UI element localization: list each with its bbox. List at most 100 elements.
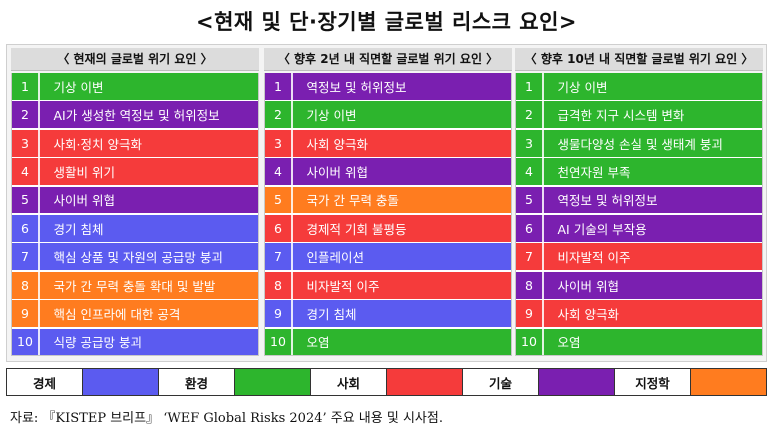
table-row: 8 국가 간 무력 충돌 확대 및 발발 bbox=[12, 271, 258, 299]
table-row: 2 AI가 생성한 역정보 및 허위정보 bbox=[12, 101, 258, 129]
table-row: 6 AI 기술의 부작용 bbox=[516, 214, 762, 242]
table-row: 9 핵심 인프라에 대한 공격 bbox=[12, 300, 258, 327]
table-row: 10 식량 공급망 붕괴 bbox=[12, 328, 258, 356]
legend-swatch bbox=[235, 369, 310, 395]
rank-number: 2 bbox=[525, 107, 533, 123]
table-row: 7 핵심 상품 및 자원의 공급망 붕괴 bbox=[12, 243, 258, 271]
rank-divider bbox=[542, 73, 544, 100]
rank-divider bbox=[291, 243, 293, 271]
column-header: 〈 향후 2년 내 직면할 글로벌 위기 요인 〉 bbox=[264, 48, 512, 71]
risk-label: 생활비 위기 bbox=[53, 165, 115, 181]
table-row: 1 역정보 및 허위정보 bbox=[265, 73, 511, 100]
table-row: 6 경제적 기회 불평등 bbox=[265, 214, 511, 242]
risk-label: 인플레이션 bbox=[306, 250, 365, 266]
column-header: 〈 현재의 글로벌 위기 요인 〉 bbox=[11, 48, 259, 71]
rank-divider bbox=[291, 186, 293, 214]
column-2-year: 〈 향후 2년 내 직면할 글로벌 위기 요인 〉 1 역정보 및 허위정보 2 기상… bbox=[264, 48, 512, 357]
table-row: 1 기상 이변 bbox=[516, 73, 762, 100]
table-row: 9 사회 양극화 bbox=[516, 300, 762, 327]
table-row: 5 역정보 및 허위정보 bbox=[516, 186, 762, 214]
table-row: 9 경기 침체 bbox=[265, 300, 511, 327]
risk-label: 핵심 인프라에 대한 공격 bbox=[53, 307, 181, 323]
rank-number: 4 bbox=[274, 164, 282, 180]
rank-number: 3 bbox=[274, 135, 282, 151]
risk-label: 오염 bbox=[557, 335, 581, 351]
rank-divider bbox=[38, 271, 40, 299]
legend-item-society: 사회 bbox=[311, 369, 463, 395]
rank-divider bbox=[542, 129, 544, 157]
column-header: 〈 향후 10년 내 직면할 글로벌 위기 요인 〉 bbox=[515, 48, 763, 71]
table-row: 3 사회 양극화 bbox=[265, 129, 511, 157]
rank-number: 4 bbox=[525, 164, 533, 180]
legend-label: 경제 bbox=[7, 369, 83, 395]
rank-divider bbox=[291, 300, 293, 327]
risk-label: 비자발적 이주 bbox=[557, 250, 631, 266]
risk-label: 사회·정치 양극화 bbox=[53, 136, 142, 152]
table-row: 2 급격한 지구 시스템 변화 bbox=[516, 101, 762, 129]
risk-label: 기상 이변 bbox=[53, 79, 104, 95]
table-row: 5 국가 간 무력 충돌 bbox=[265, 186, 511, 214]
risk-label: 역정보 및 허위정보 bbox=[306, 79, 407, 95]
table-row: 4 사이버 위협 bbox=[265, 158, 511, 185]
legend-label: 지정학 bbox=[615, 369, 691, 395]
rank-number: 6 bbox=[21, 220, 29, 236]
legend-item-geopolitics: 지정학 bbox=[615, 369, 766, 395]
rank-number: 3 bbox=[21, 135, 29, 151]
rank-number: 7 bbox=[525, 249, 533, 265]
risk-label: 사회 양극화 bbox=[306, 136, 368, 152]
rank-divider bbox=[542, 243, 544, 271]
rank-divider bbox=[542, 158, 544, 185]
risk-label: 사회 양극화 bbox=[557, 307, 619, 323]
risk-label: 경제적 기회 불평등 bbox=[306, 221, 407, 237]
rank-divider bbox=[38, 214, 40, 242]
rank-number: 9 bbox=[21, 306, 29, 322]
rank-number: 6 bbox=[525, 220, 533, 236]
risk-label: 국가 간 무력 충돌 확대 및 발발 bbox=[53, 278, 216, 294]
table-row: 10 오염 bbox=[516, 328, 762, 356]
legend-item-environment: 환경 bbox=[159, 369, 311, 395]
risk-label: 사이버 위협 bbox=[53, 193, 115, 209]
rank-divider bbox=[38, 158, 40, 185]
table-row: 5 사이버 위협 bbox=[12, 186, 258, 214]
table-row: 4 천연자원 부족 bbox=[516, 158, 762, 185]
risk-label: 오염 bbox=[306, 335, 330, 351]
risk-label: 비자발적 이주 bbox=[306, 278, 380, 294]
rank-number: 8 bbox=[21, 277, 29, 293]
table-row: 8 사이버 위협 bbox=[516, 271, 762, 299]
rank-number: 6 bbox=[274, 220, 282, 236]
page-title: <현재 및 단·장기별 글로벌 리스크 요인> bbox=[195, 10, 578, 34]
rank-number: 10 bbox=[17, 334, 33, 350]
risk-label: AI 기술의 부작용 bbox=[557, 221, 647, 237]
rank-number: 8 bbox=[274, 277, 282, 293]
legend-item-economy: 경제 bbox=[7, 369, 159, 395]
rank-divider bbox=[291, 158, 293, 185]
rank-divider bbox=[542, 328, 544, 356]
legend-swatch bbox=[539, 369, 614, 395]
rank-divider bbox=[38, 300, 40, 327]
rank-divider bbox=[38, 129, 40, 157]
rank-divider bbox=[542, 300, 544, 327]
rank-divider bbox=[542, 214, 544, 242]
rank-divider bbox=[542, 271, 544, 299]
rank-divider bbox=[38, 101, 40, 129]
risk-label: 경기 침체 bbox=[306, 307, 357, 323]
rank-number: 1 bbox=[21, 78, 29, 94]
rank-number: 4 bbox=[21, 164, 29, 180]
rank-divider bbox=[38, 328, 40, 356]
column-body: 1 기상 이변 2 AI가 생성한 역정보 및 허위정보 3 사회·정치 양극화 4 생활비 … bbox=[11, 73, 259, 357]
rank-number: 10 bbox=[521, 334, 537, 350]
rank-divider bbox=[291, 129, 293, 157]
rank-number: 2 bbox=[21, 107, 29, 123]
rank-divider bbox=[38, 186, 40, 214]
risk-label: 핵심 상품 및 자원의 공급망 붕괴 bbox=[53, 250, 223, 266]
legend-label: 기술 bbox=[463, 369, 539, 395]
table-row: 3 생물다양성 손실 및 생태계 붕괴 bbox=[516, 129, 762, 157]
table-row: 6 경기 침체 bbox=[12, 214, 258, 242]
risk-label: 역정보 및 허위정보 bbox=[557, 193, 658, 209]
legend-swatch bbox=[691, 369, 766, 395]
rank-number: 8 bbox=[525, 277, 533, 293]
rank-divider bbox=[291, 214, 293, 242]
risk-label: 사이버 위협 bbox=[306, 165, 368, 181]
column-body: 1 기상 이변 2 급격한 지구 시스템 변화 3 생물다양성 손실 및 생태계 붕괴 4 천… bbox=[515, 73, 763, 357]
rank-divider bbox=[38, 243, 40, 271]
